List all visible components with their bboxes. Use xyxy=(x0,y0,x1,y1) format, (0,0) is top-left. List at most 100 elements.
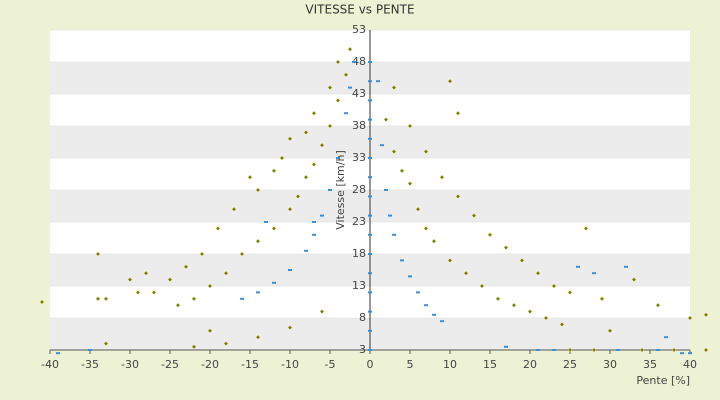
point xyxy=(624,265,628,268)
point xyxy=(287,136,293,142)
point xyxy=(368,253,372,255)
point xyxy=(552,349,556,351)
point xyxy=(264,221,268,223)
point xyxy=(599,296,605,302)
x-tick-label: 30 xyxy=(603,358,617,371)
point xyxy=(703,312,709,318)
point xyxy=(423,149,429,154)
point xyxy=(432,313,436,316)
y-tick-label: 18 xyxy=(352,247,366,260)
point xyxy=(39,299,45,305)
point xyxy=(567,347,573,353)
point xyxy=(559,322,565,327)
point xyxy=(423,226,429,231)
point xyxy=(368,195,372,198)
point xyxy=(631,277,637,282)
point xyxy=(191,344,197,350)
point xyxy=(256,291,260,294)
point xyxy=(143,270,149,276)
point xyxy=(408,275,412,278)
point xyxy=(664,336,668,339)
point xyxy=(272,281,276,284)
x-tick-label: -15 xyxy=(241,358,259,371)
point xyxy=(616,349,620,351)
point xyxy=(343,72,349,78)
point xyxy=(348,86,352,89)
point xyxy=(311,162,317,167)
point xyxy=(380,144,384,147)
point xyxy=(103,341,109,346)
point xyxy=(347,46,353,52)
point xyxy=(231,206,237,212)
point xyxy=(271,168,277,174)
x-axis-title: Pente [%] xyxy=(636,374,690,387)
point xyxy=(368,80,372,83)
y-tick-label: 53 xyxy=(352,23,366,36)
point xyxy=(295,194,301,199)
point xyxy=(583,226,589,231)
point xyxy=(504,345,508,348)
point xyxy=(287,206,293,212)
point xyxy=(223,270,229,276)
point xyxy=(352,61,356,63)
point xyxy=(447,258,453,263)
point xyxy=(368,329,372,332)
point xyxy=(368,291,372,294)
point xyxy=(607,328,613,334)
point xyxy=(199,251,205,257)
point xyxy=(535,270,541,276)
point xyxy=(336,157,340,159)
point xyxy=(255,334,261,340)
point xyxy=(223,341,229,346)
point xyxy=(543,315,549,321)
chart-title: VITESSE vs PENTE xyxy=(305,3,414,17)
point xyxy=(656,349,660,351)
point xyxy=(399,168,405,174)
point xyxy=(175,302,181,308)
point xyxy=(183,264,189,270)
point xyxy=(368,272,372,275)
point xyxy=(536,349,540,351)
point xyxy=(368,233,372,236)
point xyxy=(303,130,309,135)
x-tick-label: 10 xyxy=(443,358,457,371)
point xyxy=(239,251,245,257)
point xyxy=(384,189,388,191)
point xyxy=(271,226,277,231)
point xyxy=(455,110,461,116)
point xyxy=(592,272,596,275)
point xyxy=(288,269,292,271)
point xyxy=(127,277,133,282)
point xyxy=(463,270,469,276)
point xyxy=(328,189,332,191)
point xyxy=(167,277,173,282)
point xyxy=(680,352,684,355)
point xyxy=(368,214,372,217)
x-tick-label: -10 xyxy=(281,358,299,371)
point xyxy=(56,352,60,355)
y-tick-label: 33 xyxy=(352,151,366,164)
x-tick-label: 25 xyxy=(563,358,577,371)
y-tick-label: 43 xyxy=(352,87,366,100)
point xyxy=(655,302,661,308)
point xyxy=(255,238,261,244)
x-tick-label: -25 xyxy=(161,358,179,371)
y-tick-label: 28 xyxy=(352,183,366,196)
point xyxy=(495,296,501,302)
point xyxy=(279,155,285,161)
point xyxy=(591,347,597,353)
point xyxy=(304,249,308,252)
point xyxy=(388,214,392,217)
point xyxy=(368,349,372,351)
point xyxy=(400,259,404,262)
y-tick-label: 38 xyxy=(352,119,366,132)
point xyxy=(511,302,517,308)
point xyxy=(319,142,325,148)
point xyxy=(88,349,92,351)
y-tick-label: 8 xyxy=(359,311,366,324)
point xyxy=(95,296,101,302)
point xyxy=(247,174,253,180)
point xyxy=(368,118,372,121)
